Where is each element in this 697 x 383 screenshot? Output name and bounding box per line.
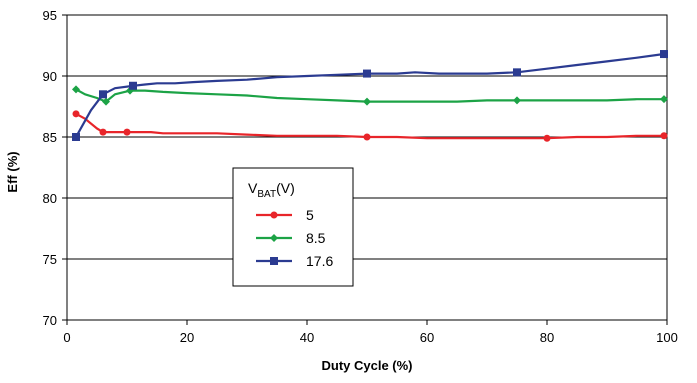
data-point — [99, 128, 107, 136]
data-point — [543, 134, 551, 142]
series-17-6 — [72, 50, 668, 141]
series-line — [75, 88, 664, 103]
data-point — [513, 68, 521, 77]
y-tick-label: 80 — [43, 191, 57, 206]
y-tick-label: 70 — [43, 313, 57, 328]
x-tick-label: 20 — [180, 330, 194, 345]
legend-title: VBAT(V) — [248, 180, 295, 200]
x-tick-marks — [66, 320, 668, 325]
x-tick-label: 60 — [420, 330, 434, 345]
data-point — [363, 133, 371, 141]
data-point — [72, 85, 80, 94]
legend-box — [232, 167, 354, 287]
legend-label: 8.5 — [306, 230, 326, 246]
legend-swatch-marker — [270, 234, 278, 242]
data-point — [660, 132, 668, 140]
y-tick-label: 75 — [43, 252, 57, 267]
series-line — [75, 112, 664, 140]
x-tick-label: 40 — [300, 330, 314, 345]
series-layer — [72, 50, 668, 142]
data-point — [363, 97, 371, 106]
legend-label: 5 — [306, 207, 314, 223]
legend-entry: 5 — [256, 207, 314, 223]
x-tick-label: 0 — [63, 330, 70, 345]
y-tick-labels: 70 75 80 85 90 95 — [43, 8, 57, 328]
data-point — [129, 81, 137, 90]
x-tick-label: 100 — [656, 330, 678, 345]
legend-entries: 5 8.5 17.6 — [256, 207, 333, 269]
y-tick-label: 85 — [43, 130, 57, 145]
data-point — [99, 90, 107, 99]
legend-label: 17.6 — [306, 253, 333, 269]
legend-title-main: V — [248, 180, 258, 196]
data-point — [660, 95, 668, 104]
data-point — [363, 69, 371, 78]
series-5 — [72, 110, 668, 142]
data-point — [72, 133, 80, 141]
x-tick-labels: 0 20 40 60 80 100 — [63, 330, 677, 345]
data-point — [123, 128, 131, 136]
legend-entry: 8.5 — [256, 230, 326, 246]
y-tick-label: 90 — [43, 69, 57, 84]
plot-area-frame — [66, 14, 668, 321]
y-axis-title: Eff (%) — [5, 151, 20, 192]
x-tick-label: 80 — [540, 330, 554, 345]
y-tick-label: 95 — [43, 8, 57, 23]
data-point — [102, 97, 110, 106]
legend-swatch-marker — [270, 257, 278, 265]
x-axis-title: Duty Cycle (%) — [321, 358, 412, 373]
legend: VBAT(V) 5 8.5 17.6 — [232, 167, 354, 287]
data-point — [660, 50, 668, 59]
y-tick-marks — [62, 14, 67, 321]
data-point — [72, 110, 80, 118]
series-line — [75, 52, 665, 138]
legend-title-sub: BAT — [257, 189, 276, 200]
legend-swatch-marker — [270, 211, 278, 219]
data-point — [513, 96, 521, 105]
legend-entry: 17.6 — [256, 253, 333, 269]
legend-title-unit: (V) — [276, 180, 295, 196]
series-8-5 — [72, 85, 668, 106]
